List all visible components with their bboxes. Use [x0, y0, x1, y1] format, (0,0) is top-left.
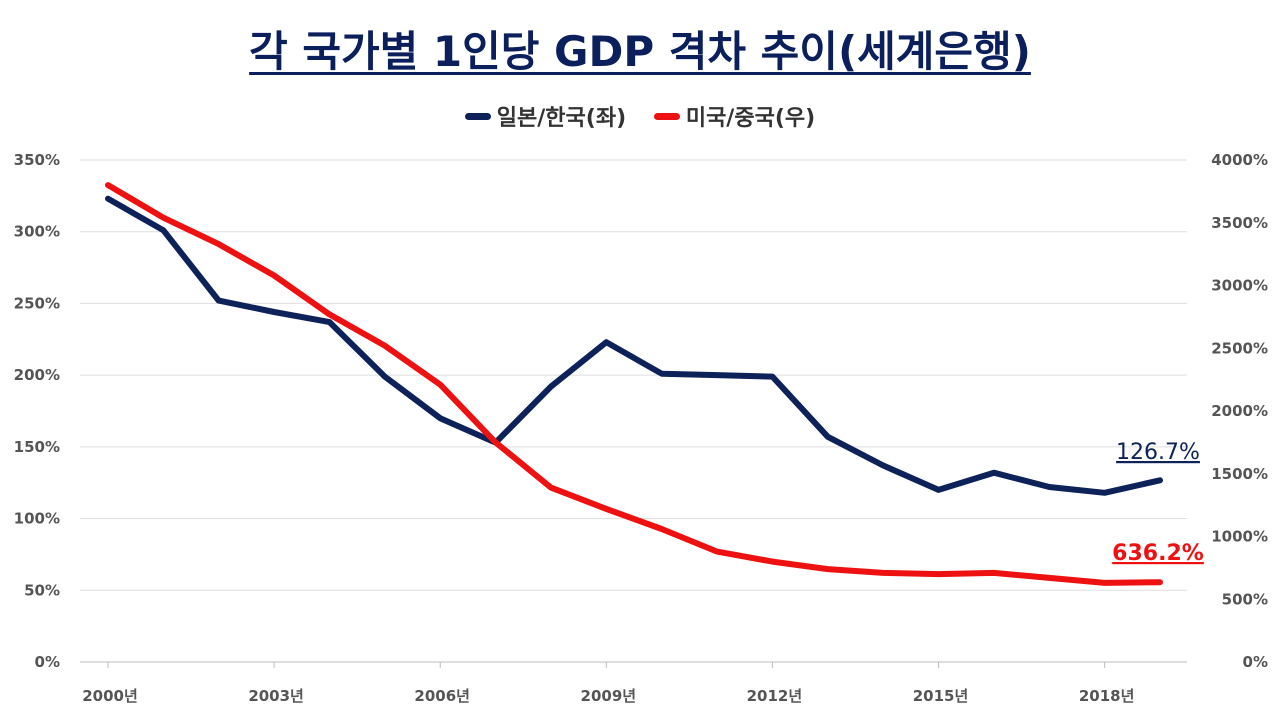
y-right-tick-label: 500%	[1222, 590, 1268, 608]
y-left-tick-label: 200%	[14, 366, 60, 384]
legend-swatch-us-china	[653, 112, 680, 120]
y-left-tick-label: 350%	[14, 151, 60, 169]
legend-label-us-china: 미국/중국(우)	[685, 106, 816, 131]
y-left-tick-label: 300%	[14, 223, 60, 241]
chart-title: 각 국가별 1인당 GDP 격차 추이(세계은행)	[249, 27, 1031, 76]
y-left-tick-label: 50%	[24, 581, 60, 599]
y-right-tick-label: 4000%	[1211, 151, 1268, 169]
legend: 일본/한국(좌) 미국/중국(우)	[0, 100, 1280, 132]
series-line-japan-korea	[105, 195, 1163, 496]
legend-label-japan-korea: 일본/한국(좌)	[496, 106, 627, 131]
y-right-tick-label: 1000%	[1211, 528, 1268, 546]
y-right-tick-label: 3000%	[1211, 277, 1268, 295]
y-right-tick-label: 2500%	[1211, 339, 1268, 357]
x-tick-label: 2006년	[414, 687, 470, 705]
x-tick-label: 2009년	[581, 687, 637, 705]
series-line-us-china	[105, 182, 1163, 586]
y-right-tick-label: 0%	[1243, 653, 1268, 671]
x-tick-label: 2003년	[248, 687, 304, 705]
x-tick-label: 2015년	[913, 687, 969, 705]
y-left-tick-label: 250%	[14, 294, 60, 312]
y-left-tick-label: 100%	[14, 510, 60, 528]
end-label-us-china: 636.2%	[1112, 541, 1204, 566]
legend-item-us-china: 미국/중국(우)	[653, 100, 816, 132]
x-tick-label: 2018년	[1079, 687, 1135, 705]
x-tick-label: 2000년	[82, 687, 138, 705]
legend-swatch-japan-korea	[464, 112, 491, 120]
y-right-tick-label: 2000%	[1211, 402, 1268, 420]
end-label-japan-korea: 126.7%	[1116, 440, 1200, 465]
x-tick-label: 2012년	[747, 687, 803, 705]
y-right-tick-label: 3500%	[1211, 214, 1268, 232]
y-left-tick-label: 0%	[35, 653, 60, 671]
y-right-tick-label: 1500%	[1211, 465, 1268, 483]
y-left-tick-label: 150%	[14, 438, 60, 456]
legend-item-japan-korea: 일본/한국(좌)	[464, 100, 627, 132]
